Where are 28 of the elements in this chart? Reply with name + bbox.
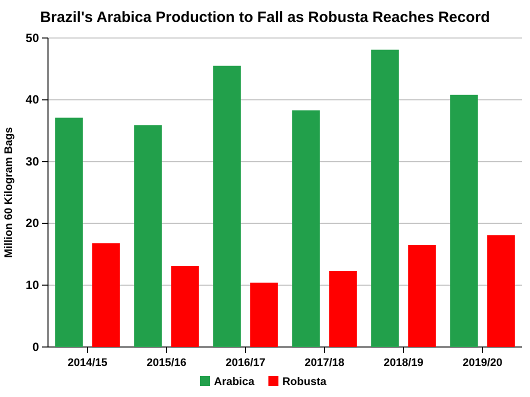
chart-title: Brazil's Arabica Production to Fall as Robusta Reaches Record [40,9,490,26]
y-tick-label: 20 [26,216,40,230]
bar [134,125,162,347]
bar [92,243,120,347]
x-tick-label: 2015/16 [146,356,186,369]
bar [371,50,399,347]
bar [487,235,515,347]
legend-label: Robusta [282,376,328,388]
bar [55,118,83,347]
bar [171,266,199,347]
x-tick-label: 2018/19 [384,356,424,369]
x-tick-label: 2019/20 [462,356,502,369]
bar [408,245,436,347]
bar [450,94,478,347]
bar [213,66,241,347]
y-tick-label: 0 [32,340,40,354]
bar [292,110,320,347]
x-tick-label: 2016/17 [226,356,266,369]
bar [250,282,278,347]
legend-label: Arabica [214,376,256,388]
x-tick-label: 2017/18 [304,356,344,369]
y-tick-label: 40 [26,92,40,107]
y-axis-title: Million 60 Kilogram Bags [3,127,15,258]
y-tick-label: 50 [26,30,40,45]
y-tick-label: 30 [26,154,40,168]
x-tick-label: 2014/15 [68,356,108,369]
y-tick-label: 10 [26,278,40,292]
bar [329,270,357,347]
